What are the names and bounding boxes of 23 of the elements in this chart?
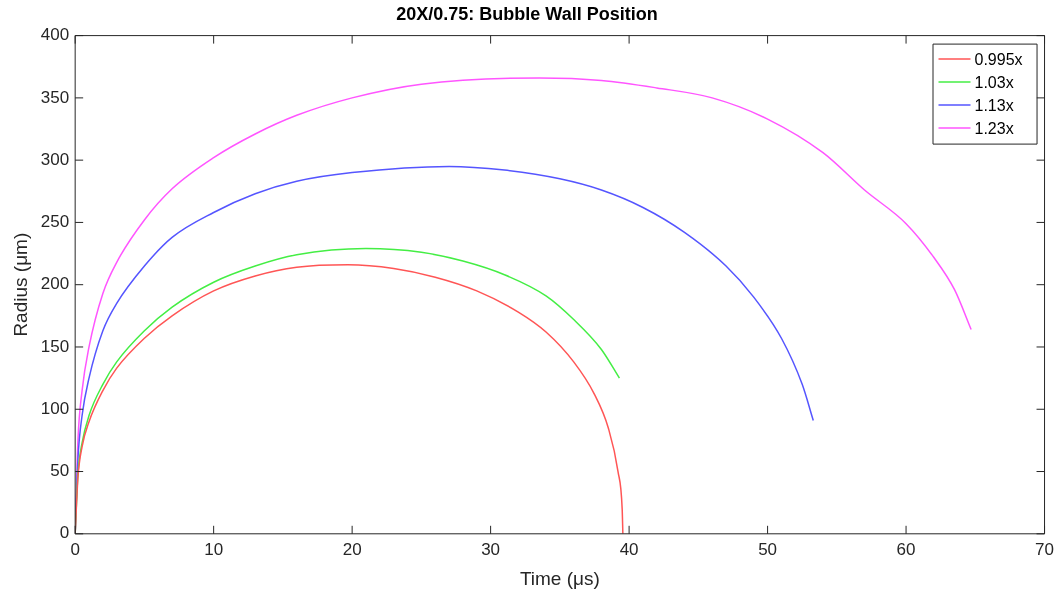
x-tick-label: 10	[204, 539, 224, 559]
y-tick-label: 50	[50, 461, 70, 481]
y-tick-label: 350	[40, 87, 70, 107]
x-axis-title: Time (μs)	[519, 567, 600, 589]
y-tick-label: 200	[40, 274, 70, 294]
y-axis-title: Radius (μm)	[9, 232, 31, 337]
y-tick-label: 400	[40, 25, 70, 45]
x-tick-label: 20	[342, 539, 362, 559]
legend-label: 1.13x	[974, 96, 1014, 114]
y-tick-label: 300	[40, 149, 70, 169]
chart-title: 20X/0.75: Bubble Wall Position	[396, 3, 658, 24]
legend-label: 1.03x	[974, 73, 1014, 91]
x-tick-label: 40	[619, 539, 639, 559]
y-tick-label: 150	[40, 336, 70, 356]
x-tick-label: 30	[481, 539, 501, 559]
x-tick-label: 50	[758, 539, 778, 559]
y-tick-label: 100	[40, 398, 70, 418]
x-tick-label: 60	[896, 539, 916, 559]
y-tick-label: 250	[40, 212, 70, 232]
legend-label: 0.995x	[974, 50, 1023, 68]
x-tick-label: 70	[1035, 539, 1055, 559]
y-tick-label: 0	[59, 523, 70, 543]
legend-label: 1.23x	[974, 119, 1014, 137]
